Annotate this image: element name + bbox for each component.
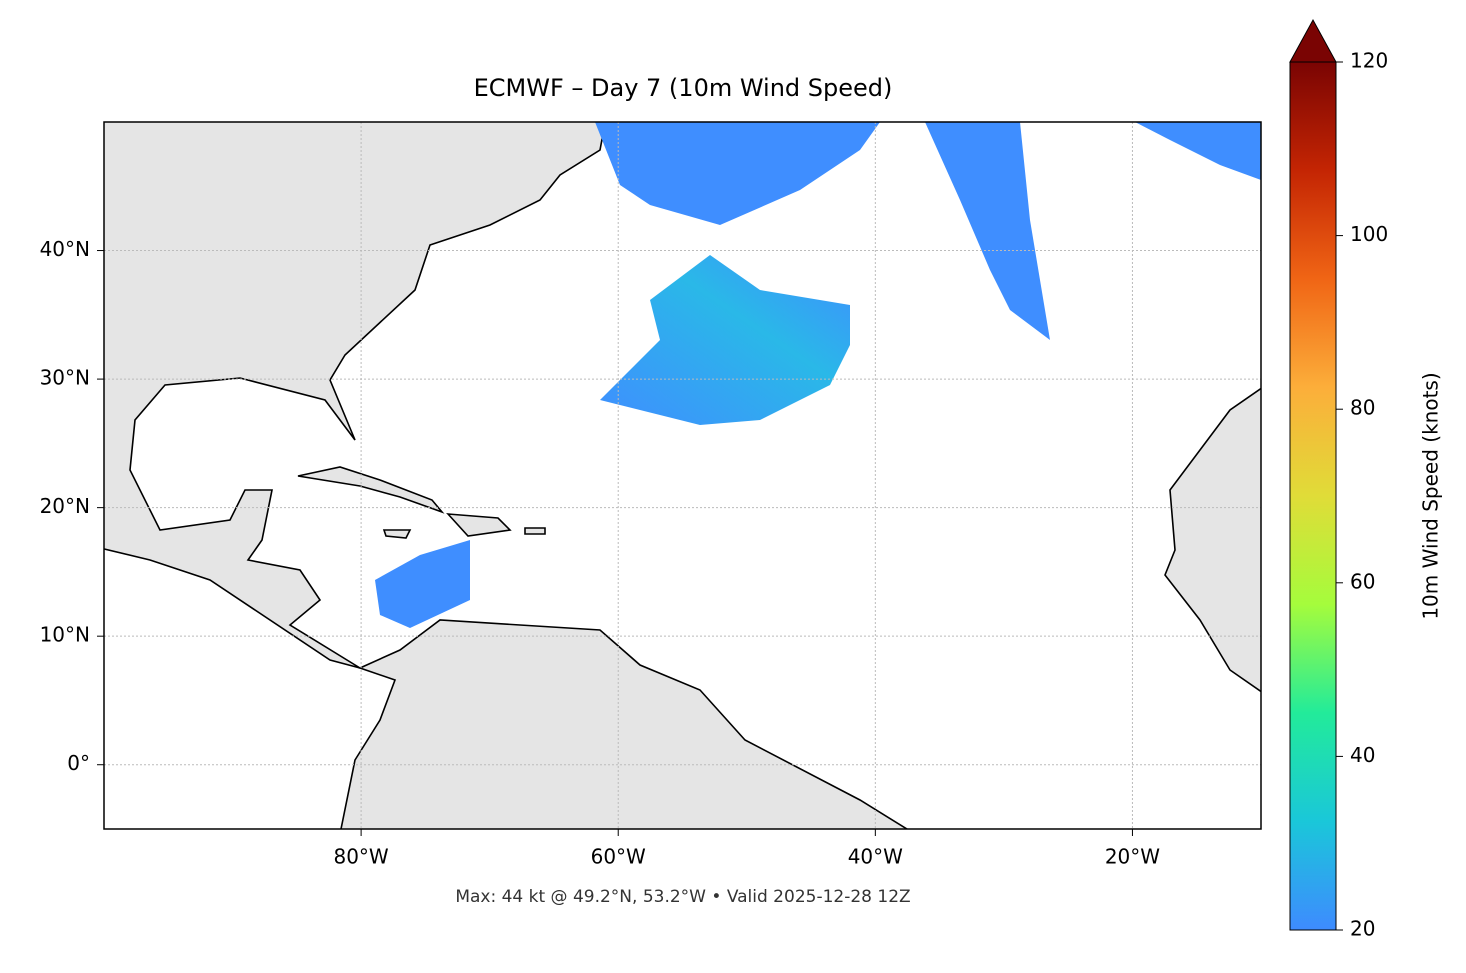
y-tick-label: 20°N (40, 494, 90, 518)
south-america (340, 619, 909, 829)
colorbar-tick-label: 100 (1350, 222, 1388, 246)
colorbar-tick-label: 80 (1350, 396, 1375, 420)
colorbar-extend-arrow (1289, 18, 1337, 63)
jamaica (382, 529, 412, 539)
hispaniola (446, 513, 512, 537)
puerto-rico (524, 527, 546, 535)
map-frame (103, 121, 1262, 830)
cuba (297, 466, 445, 514)
colorbar (1289, 61, 1337, 931)
africa (1164, 387, 1261, 693)
x-tick-label: 20°W (1105, 845, 1160, 869)
wind-field (375, 122, 1261, 628)
colorbar-tick-label: 20 (1350, 917, 1375, 941)
y-tick-label: 10°N (40, 623, 90, 647)
colorbar-label: 10m Wind Speed (knots) (1419, 372, 1443, 619)
chart-title: ECMWF – Day 7 (10m Wind Speed) (474, 74, 893, 102)
colorbar-tick-label: 60 (1350, 569, 1375, 593)
y-tick-label: 0° (67, 751, 90, 775)
y-tick-label: 30°N (40, 366, 90, 390)
x-tick-label: 60°W (591, 845, 646, 869)
map-area (104, 122, 1261, 829)
colorbar-tick-label: 40 (1350, 743, 1375, 767)
annotation: Max: 44 kt @ 49.2°N, 53.2°W • Valid 2025… (455, 887, 910, 907)
y-tick-label: 40°N (40, 237, 90, 261)
x-tick-label: 40°W (848, 845, 903, 869)
x-tick-label: 80°W (333, 845, 388, 869)
colorbar-tick-label: 120 (1350, 49, 1388, 73)
